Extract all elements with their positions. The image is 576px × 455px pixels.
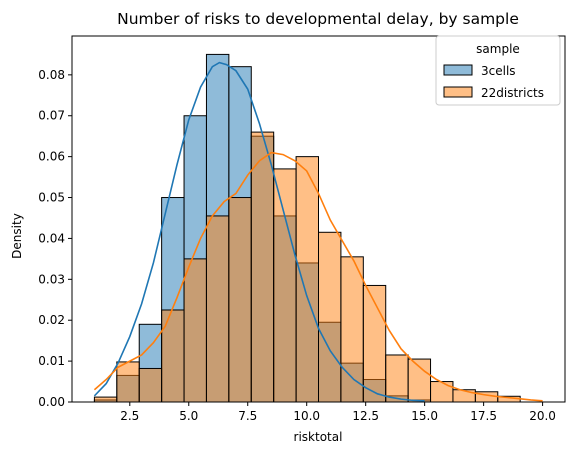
bar-22districts-16: [452, 389, 476, 403]
x-tick-label-6: 17.5: [470, 409, 497, 423]
x-tick-label-2: 7.5: [238, 409, 257, 423]
bar-22districts-3: [161, 309, 185, 403]
bar-22districts-8: [273, 168, 297, 403]
x-tick-label-5: 15.0: [411, 409, 438, 423]
y-tick-label-5: 0.05: [38, 191, 65, 205]
bar-22districts-7: [250, 131, 275, 403]
bar-22districts-13: [385, 354, 409, 403]
bar-22districts-0: [93, 396, 118, 403]
x-tick-label-0: 2.5: [120, 409, 139, 423]
x-axis-label: risktotal: [294, 430, 343, 444]
chart-title: Number of risks to developmental delay, …: [117, 10, 519, 28]
legend-label-3cells: 3cells: [481, 64, 516, 78]
bars-22districts: [93, 131, 521, 403]
y-tick-label-6: 0.06: [38, 150, 65, 164]
bar-22districts-10: [318, 231, 342, 403]
bar-22districts-5: [205, 215, 230, 403]
y-tick-label-1: 0.01: [38, 354, 65, 368]
bar-22districts-14: [407, 358, 432, 403]
bar-22districts-2: [138, 367, 163, 403]
kde-line-3cells: [93, 61, 425, 402]
x-axis: 2.5 5.0 7.5 10.0 12.5 15.0 17.5 20.0: [120, 402, 556, 423]
kde-line-22districts: [93, 151, 543, 402]
bar-22districts-1: [116, 361, 140, 403]
legend-title: sample: [476, 42, 520, 56]
y-axis: 0.00 0.01 0.02 0.03 0.04 0.05 0.06 0.07 0.08: [38, 68, 72, 409]
y-tick-label-3: 0.03: [38, 272, 65, 286]
x-tick-label-1: 5.0: [179, 409, 198, 423]
bar-22districts-4: [183, 258, 207, 403]
y-tick-label-8: 0.08: [38, 68, 65, 82]
plot-area: [71, 35, 566, 403]
x-tick-label-7: 20.0: [529, 409, 556, 423]
x-tick-label-3: 10.0: [293, 409, 320, 423]
axes-frame: [71, 35, 566, 403]
y-tick-label-4: 0.04: [38, 231, 65, 245]
y-tick-label-2: 0.02: [38, 313, 65, 327]
y-tick-label-0: 0.00: [38, 395, 65, 409]
y-tick-label-7: 0.07: [38, 109, 65, 123]
legend: sample 3cells 22districts: [435, 35, 561, 106]
y-axis-label: Density: [10, 213, 24, 259]
legend-swatch-22districts: [443, 86, 473, 98]
legend-label-22districts: 22districts: [481, 86, 544, 100]
bar-22districts-15: [430, 381, 454, 403]
bar-22districts-6: [228, 197, 252, 403]
legend-swatch-3cells: [443, 64, 473, 76]
x-tick-label-4: 12.5: [352, 409, 379, 423]
bar-22districts-11: [340, 256, 364, 403]
bar-22districts-9: [295, 156, 320, 403]
